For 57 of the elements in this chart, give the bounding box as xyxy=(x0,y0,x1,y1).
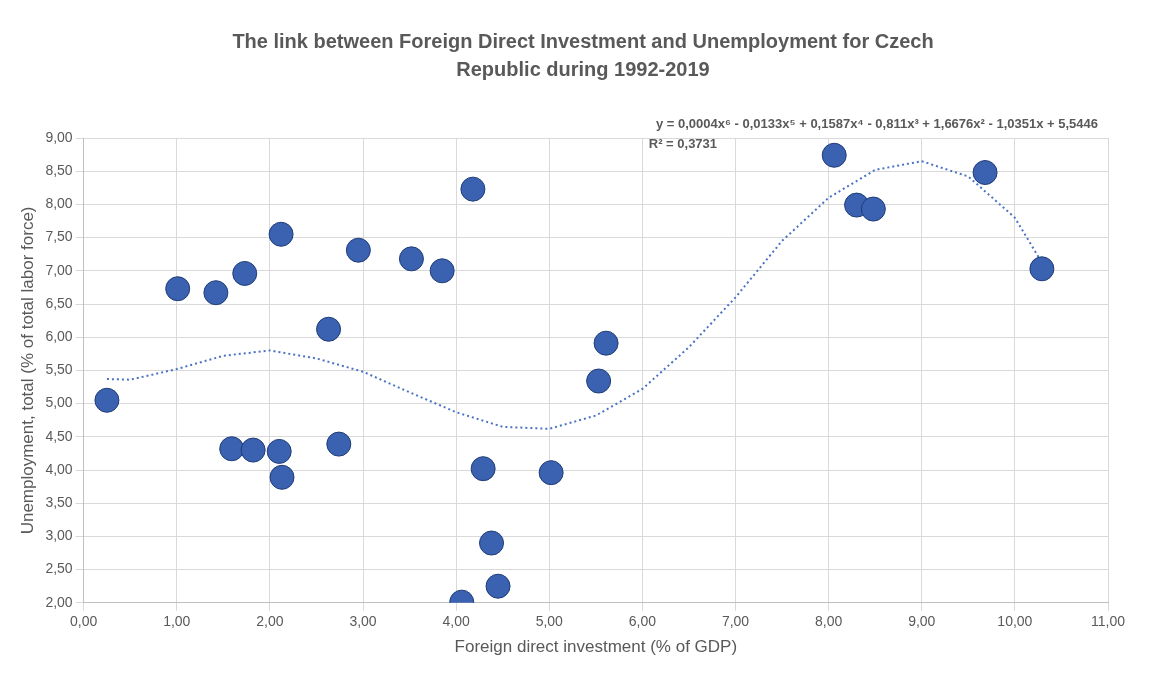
point xyxy=(429,258,455,284)
point xyxy=(165,276,191,302)
annotation: R² = 0,3731 xyxy=(648,136,718,151)
x-tick-label: 1,00 xyxy=(163,613,191,630)
point xyxy=(586,368,612,394)
point xyxy=(1029,256,1055,282)
y-tick-label: 4,00 xyxy=(45,460,73,477)
x-tick-label: 3,00 xyxy=(349,613,377,630)
point xyxy=(460,176,486,202)
point xyxy=(485,573,511,599)
point xyxy=(470,456,496,482)
point xyxy=(232,260,258,286)
y-tick-label: 6,00 xyxy=(45,328,73,345)
point xyxy=(398,246,424,272)
x-tick-label: 6,00 xyxy=(628,613,657,630)
point xyxy=(240,437,266,463)
point xyxy=(269,464,295,490)
point xyxy=(972,160,998,186)
y-tick-label: 7,50 xyxy=(45,228,73,245)
y-tick-label: 8,50 xyxy=(45,162,73,179)
x-tick-label: 8,00 xyxy=(815,613,843,630)
x-tick-label: 0,00 xyxy=(70,613,98,630)
x-tick-label: 7,00 xyxy=(721,613,750,630)
point xyxy=(479,530,505,556)
y-tick-label: 5,00 xyxy=(45,394,73,411)
y-tick-label: 3,00 xyxy=(45,527,73,544)
point xyxy=(821,142,847,168)
x-tick-label: 9,00 xyxy=(908,613,936,630)
point xyxy=(538,460,564,486)
y-tick-label: 2,00 xyxy=(45,593,73,610)
point xyxy=(593,330,619,356)
point xyxy=(326,431,352,457)
y-tick-label: 8,00 xyxy=(45,195,73,212)
y-tick-label: 3,50 xyxy=(45,494,73,511)
x-tick-label: 4,00 xyxy=(442,613,470,630)
y-axis-title: Unemployment, total (% of total labor force) xyxy=(17,206,37,535)
point xyxy=(94,387,120,413)
y-tick-label: 5,50 xyxy=(45,361,73,378)
point xyxy=(266,438,292,464)
x-tick-label: 11,00 xyxy=(1091,613,1126,630)
text: y = 0,0004x⁶ - 0,0133x⁵ + 0,1587x⁴ - 0,811x³ + 1,6676x² - 1,0351x + 5,5446 xyxy=(655,116,1098,131)
y-tick-label: 9,00 xyxy=(45,128,73,145)
x-tick-label: 10,00 xyxy=(997,613,1033,630)
point xyxy=(860,196,886,222)
y-tick-label: 4,50 xyxy=(45,427,73,444)
chart-title: The link between Foreign Direct Investment and Unemployment for Czech Republic during 1992-2019 xyxy=(232,30,934,80)
point xyxy=(316,316,342,342)
y-tick-label: 6,50 xyxy=(45,294,73,311)
point xyxy=(345,237,371,263)
y-tick-label: 7,00 xyxy=(45,261,73,278)
x-axis-title: Foreign direct investment (% of GDP) xyxy=(454,637,738,657)
point xyxy=(268,221,294,247)
x-tick-label: 5,00 xyxy=(535,613,564,630)
point xyxy=(219,436,245,462)
x-tick-label: 2,00 xyxy=(256,613,284,630)
point xyxy=(203,280,229,306)
y-tick-label: 2,50 xyxy=(45,560,73,577)
